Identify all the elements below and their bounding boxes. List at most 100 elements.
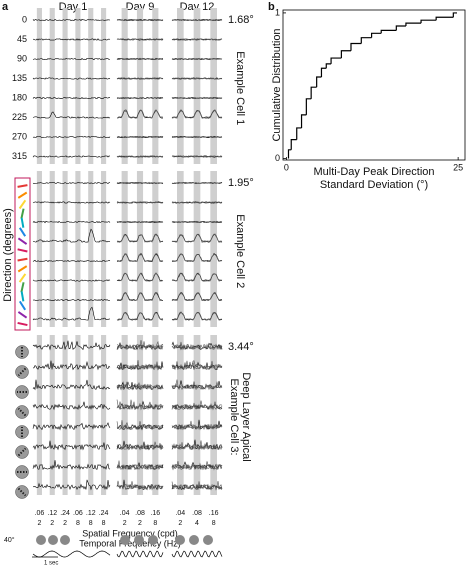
stimulus-period (36, 335, 42, 495)
tf-tick-label: 8 (153, 520, 157, 527)
cdf-step (395, 25, 406, 31)
response-trace (116, 77, 164, 80)
stimulus-period (193, 171, 201, 327)
cdf-step (380, 29, 397, 34)
stimulus-period (136, 335, 144, 495)
tf-tick-label: 8 (89, 520, 93, 527)
response-trace (116, 253, 164, 262)
grating-icon (15, 465, 29, 479)
response-trace (171, 181, 223, 185)
response-trace (116, 38, 164, 41)
stimulus-period (152, 171, 159, 327)
stimulus-period (62, 8, 68, 164)
orientation-bar (18, 273, 27, 283)
direction-label: 315 (12, 151, 27, 161)
sf-tick-label: .24 (99, 510, 109, 517)
stimulus-period (210, 335, 217, 495)
response-trace (171, 38, 223, 41)
cdf-step (316, 76, 322, 88)
response-trace (171, 402, 223, 411)
response-trace (172, 155, 223, 158)
response-trace (171, 233, 223, 243)
tf-tick-label: 2 (123, 520, 127, 527)
response-trace (171, 96, 223, 100)
panel-label: a (2, 1, 9, 13)
response-trace (32, 57, 111, 61)
stimulus-period (136, 8, 144, 164)
stimulus-period (152, 335, 159, 495)
response-trace (171, 439, 223, 450)
x-label: Multi-Day Peak Direction (313, 166, 434, 178)
response-trace (171, 110, 223, 119)
response-trace (171, 155, 222, 158)
stim-wave (116, 550, 164, 558)
response-trace (32, 18, 111, 22)
response-trace (32, 201, 111, 204)
response-trace (171, 312, 223, 321)
orientation-bar (18, 300, 27, 311)
x-label: Temporal Frequency (Hz) (79, 538, 181, 548)
grating-icon (15, 485, 29, 499)
stim-icon (148, 535, 158, 545)
stimulus-period (49, 335, 55, 495)
response-trace (171, 57, 222, 61)
cell-label: Example Cell 3: (228, 378, 240, 455)
orientation-bar (17, 265, 28, 273)
stimulus-period (36, 171, 42, 327)
response-trace (32, 340, 111, 351)
tf-tick-label: 8 (102, 520, 106, 527)
response-trace (116, 403, 164, 411)
stimulus-period (88, 171, 94, 327)
response-trace (171, 341, 223, 351)
tf-tick-label: 2 (63, 520, 67, 527)
stimulus-period (193, 8, 201, 164)
sf-tick-label: .08 (135, 510, 145, 517)
response-trace (171, 420, 223, 431)
response-trace (116, 312, 164, 321)
direction-label: 225 (12, 112, 27, 122)
orientation-key (14, 177, 31, 331)
response-trace (171, 253, 223, 263)
response-trace (116, 233, 164, 243)
y-tick-label: 1 (275, 7, 280, 17)
response-trace (171, 292, 223, 302)
response-trace (32, 298, 111, 302)
response-trace (32, 460, 111, 471)
stim-icon (175, 535, 185, 545)
response-trace (116, 181, 164, 185)
response-trace (116, 136, 164, 139)
response-trace (171, 440, 223, 451)
response-trace (32, 279, 111, 282)
cdf-step (325, 63, 332, 69)
response-trace (116, 343, 164, 351)
stim-wave (32, 550, 111, 558)
orientation-bar (18, 199, 27, 210)
panel-label: b (268, 1, 275, 13)
orientation-bar (20, 217, 25, 228)
cdf-step (350, 42, 362, 51)
grating-icon (15, 385, 29, 399)
response-trace (116, 361, 164, 371)
response-trace (116, 155, 164, 158)
stimulus-period (210, 171, 217, 327)
sf-tick-label: .24 (60, 510, 70, 517)
response-trace (116, 483, 164, 490)
orientation-bar (17, 184, 28, 188)
cdf-step (360, 37, 372, 44)
orientation-bar (20, 291, 25, 302)
grating-icon (15, 345, 29, 359)
response-trace (32, 479, 111, 491)
orientation-bar (17, 191, 28, 199)
response-trace (116, 201, 164, 204)
time-scale: 1 sec (44, 561, 58, 567)
response-trace (32, 77, 111, 80)
stimulus-period (101, 8, 107, 164)
stimulus-period (121, 8, 128, 164)
tf-tick-label: 8 (212, 520, 216, 527)
cdf-step (330, 57, 342, 64)
stimulus-period (152, 8, 159, 164)
response-trace (116, 444, 164, 451)
response-trace (32, 422, 111, 431)
stimulus-period (136, 171, 144, 327)
response-trace (116, 441, 164, 450)
